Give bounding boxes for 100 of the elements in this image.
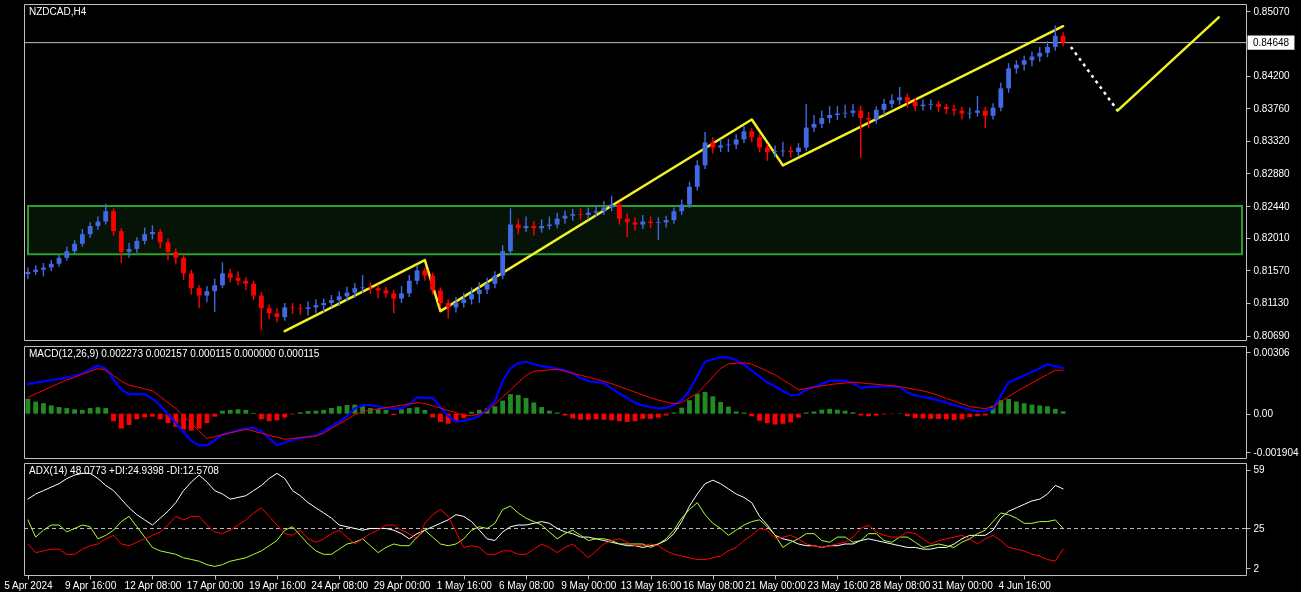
bar <box>142 413 148 418</box>
bar <box>157 413 163 420</box>
candlestick <box>406 274 412 298</box>
bar <box>305 411 311 414</box>
bar <box>959 413 965 420</box>
x-tick-label: 13 May 16:00 <box>620 579 682 591</box>
bar <box>282 413 288 418</box>
bar <box>422 409 428 414</box>
bar <box>788 413 794 423</box>
bar <box>780 413 786 424</box>
bar <box>757 413 762 421</box>
bar <box>48 405 54 414</box>
candlestick <box>1052 25 1058 51</box>
bar <box>313 410 319 414</box>
bar <box>687 400 692 414</box>
bar <box>912 413 918 419</box>
bar <box>1021 403 1027 414</box>
bar <box>399 409 404 414</box>
x-tick-label: 29 Apr 00:00 <box>373 579 431 591</box>
x-tick-label: 6 May 08:00 <box>499 579 555 591</box>
x-tick-label: 9 Apr 16:00 <box>65 579 117 591</box>
x-tick-label: 16 May 08:00 <box>683 579 745 591</box>
bar <box>414 407 420 414</box>
y-tick-label: 0.83320 <box>1253 135 1291 147</box>
bar <box>1045 406 1050 414</box>
bar <box>515 394 521 414</box>
chart-title: NZDCAD,H4 <box>29 6 87 17</box>
bar <box>375 409 381 414</box>
bar <box>321 409 327 414</box>
bar <box>25 398 31 414</box>
bar <box>772 413 778 425</box>
bar <box>655 413 661 418</box>
bar <box>118 413 124 429</box>
bar <box>725 406 731 414</box>
bar <box>1006 398 1012 414</box>
bar <box>1013 401 1019 414</box>
bar <box>764 413 770 424</box>
bar <box>640 413 646 419</box>
bar <box>842 410 848 414</box>
candlestick <box>220 262 225 289</box>
x-tick-label: 4 Jun 16:00 <box>998 579 1052 591</box>
y-tick-label: 0.85070 <box>1253 5 1291 17</box>
bar <box>430 413 436 418</box>
bar <box>943 413 949 420</box>
y-tick-label: 25 <box>1253 522 1266 534</box>
bar <box>103 408 109 414</box>
line-series <box>283 24 1065 333</box>
y-tick-label: 0.84200 <box>1253 70 1291 82</box>
bar <box>570 413 576 419</box>
candlestick <box>484 277 490 295</box>
x-tick-label: 21 May 00:00 <box>745 579 807 591</box>
bar <box>243 409 249 414</box>
candlestick <box>632 217 638 231</box>
bar <box>33 401 39 414</box>
candlestick <box>531 220 537 236</box>
candlestick <box>842 104 848 118</box>
y-tick-label: 0.00 <box>1253 408 1274 420</box>
candlestick <box>181 254 186 281</box>
y-tick-label: -0.001904 <box>1253 446 1299 458</box>
x-tick-label: 31 May 00:00 <box>932 579 994 591</box>
candlestick <box>593 205 599 218</box>
bar <box>733 411 739 414</box>
candlestick <box>196 285 202 309</box>
candlestick <box>212 278 218 312</box>
bar <box>648 413 653 419</box>
bar <box>72 409 78 414</box>
bar <box>508 394 513 414</box>
bar <box>235 409 241 414</box>
bar <box>624 413 630 422</box>
bar <box>134 413 140 420</box>
candlestick <box>663 215 669 228</box>
bar <box>406 408 412 414</box>
bar <box>150 413 155 417</box>
candlestick <box>655 217 661 241</box>
candlestick <box>204 286 210 303</box>
bar <box>1052 408 1058 414</box>
candlestick <box>889 94 895 109</box>
candlestick <box>266 304 272 320</box>
x-tick-label: 1 May 16:00 <box>436 579 493 591</box>
bar <box>227 409 233 414</box>
candlestick <box>819 110 825 129</box>
bar <box>827 408 832 414</box>
chart-title: MACD(12,26,9) 0.002273 0.002157 0.000115 0.000000 0.000115 <box>29 348 320 359</box>
bar <box>951 413 957 421</box>
bar <box>79 409 85 414</box>
y-tick-label: 0.83760 <box>1253 102 1291 114</box>
candlestick <box>733 134 739 150</box>
candlestick <box>188 269 194 295</box>
candlestick <box>772 145 778 158</box>
y-tick-label: 0.82440 <box>1253 200 1291 212</box>
bar <box>585 413 591 420</box>
y-tick-label: 0.82010 <box>1253 232 1291 244</box>
candlestick <box>103 203 109 225</box>
candlestick <box>25 267 31 280</box>
candlestick <box>258 291 264 331</box>
candlestick <box>118 228 124 263</box>
y-tick-label: 59 <box>1253 464 1266 476</box>
bar <box>258 413 264 420</box>
y-tick-label: 0.80690 <box>1253 330 1291 342</box>
bar <box>834 409 840 414</box>
